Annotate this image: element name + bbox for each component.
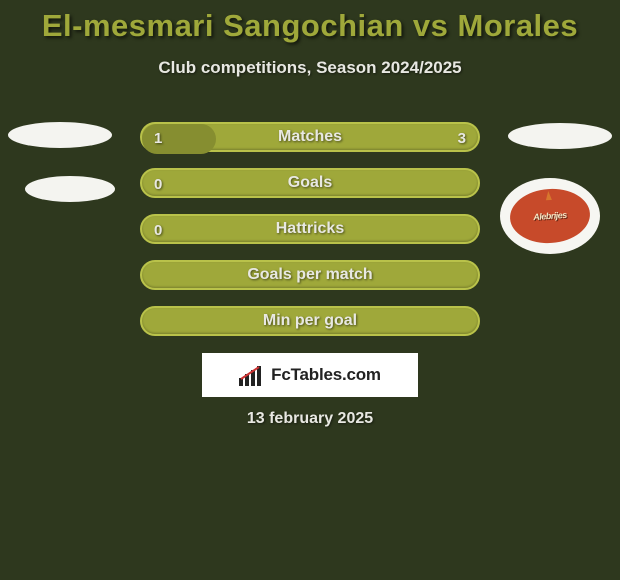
brand-text: FcTables.com — [271, 365, 381, 385]
avatar-player-left-2 — [25, 176, 115, 202]
stat-label: Min per goal — [263, 312, 357, 330]
stat-bar-hattricks: 0 Hattricks — [140, 214, 480, 244]
team-logo-spike-icon — [545, 191, 552, 200]
stat-bar-goals: 0 Goals — [140, 168, 480, 198]
stat-left-value: 0 — [154, 170, 162, 200]
stat-bar-min-per-goal: Min per goal — [140, 306, 480, 336]
stat-bar-goals-per-match: Goals per match — [140, 260, 480, 290]
stat-label: Goals — [288, 174, 332, 192]
page-title: El-mesmari Sangochian vs Morales — [0, 0, 620, 44]
brand-bars-icon — [239, 364, 265, 386]
stat-left-value: 0 — [154, 216, 162, 246]
avatar-player-left-1 — [8, 122, 112, 148]
stat-right-value: 3 — [458, 124, 466, 154]
stat-label: Hattricks — [276, 220, 344, 238]
team-logo-right: Alebrijes — [500, 178, 600, 254]
page-root: El-mesmari Sangochian vs Morales Club co… — [0, 0, 620, 580]
stat-label: Goals per match — [247, 266, 372, 284]
team-logo-text: Alebrijes — [533, 210, 567, 221]
avatar-player-right-1 — [508, 123, 612, 149]
brand-box: FcTables.com — [202, 353, 418, 397]
stat-left-value: 1 — [154, 124, 162, 154]
page-subtitle: Club competitions, Season 2024/2025 — [0, 58, 620, 78]
footer-date: 13 february 2025 — [0, 410, 620, 428]
stat-bar-matches: 1 Matches 3 — [140, 122, 480, 152]
team-logo-inner: Alebrijes — [508, 186, 592, 245]
stat-bars: 1 Matches 3 0 Goals 0 Hattricks Goals pe… — [140, 122, 480, 352]
stat-label: Matches — [278, 128, 342, 146]
